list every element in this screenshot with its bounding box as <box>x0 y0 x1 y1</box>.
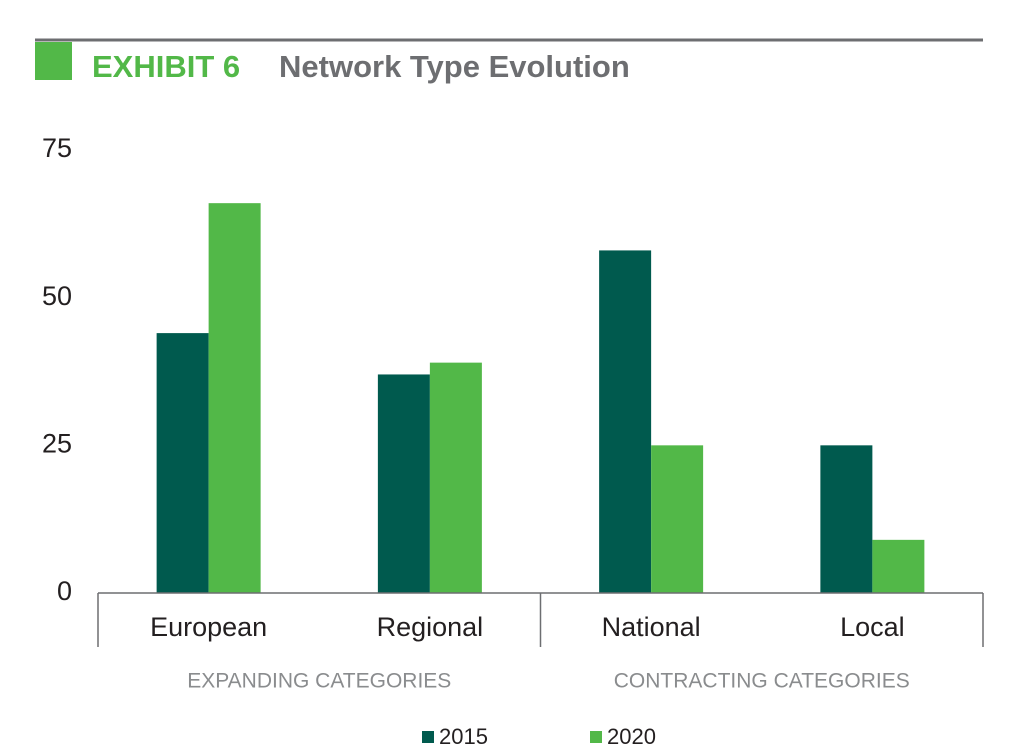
legend-swatch <box>422 731 434 743</box>
x-tick-label: Local <box>840 612 905 642</box>
bar <box>377 374 430 593</box>
legend-label: 2015 <box>439 724 488 749</box>
x-tick-label: National <box>602 612 701 642</box>
bar <box>651 445 704 593</box>
bar <box>820 445 873 593</box>
y-tick-label: 25 <box>42 428 72 458</box>
legend-swatch <box>590 731 602 743</box>
y-tick-label: 75 <box>42 133 72 163</box>
exhibit-label: EXHIBIT 6 <box>92 49 240 84</box>
y-tick-label: 50 <box>42 281 72 311</box>
bar <box>156 333 209 593</box>
bar <box>872 539 925 593</box>
x-tick-label: Regional <box>377 612 484 642</box>
bar <box>429 362 482 593</box>
title-square <box>35 42 72 80</box>
group-label: CONTRACTING CATEGORIES <box>614 670 910 693</box>
bar <box>208 203 261 593</box>
y-tick-label: 0 <box>57 576 72 606</box>
x-tick-label: European <box>150 612 267 642</box>
bar <box>599 250 652 593</box>
chart-title: Network Type Evolution <box>279 49 630 84</box>
legend-label: 2020 <box>607 724 656 749</box>
group-label: EXPANDING CATEGORIES <box>187 670 451 693</box>
